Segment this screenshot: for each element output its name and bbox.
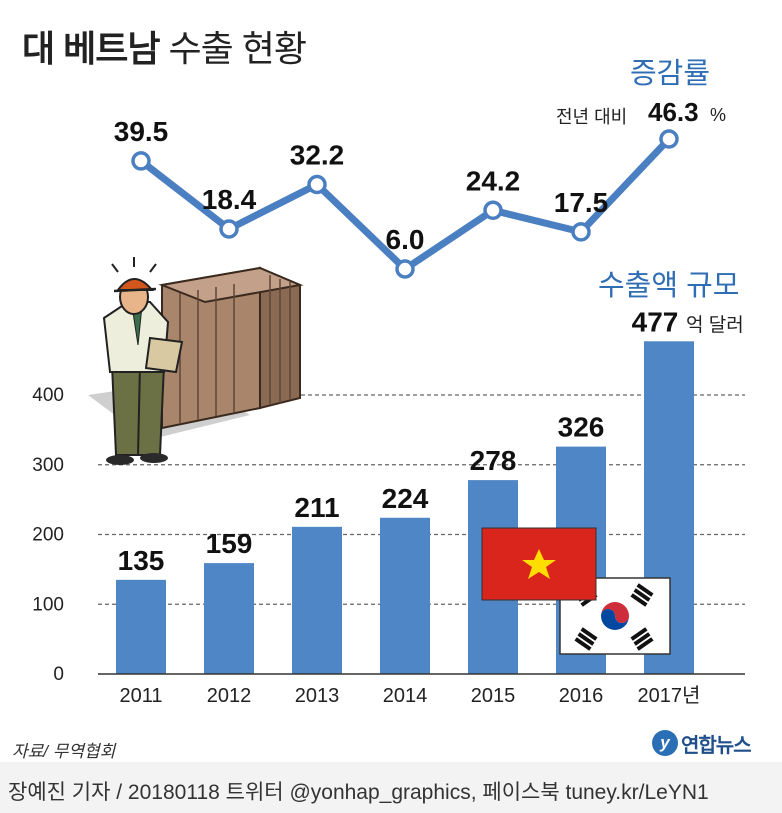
growth-point — [659, 129, 679, 149]
yonhap-logo-icon: y — [652, 730, 678, 756]
vietnam-flag — [481, 527, 597, 601]
x-tick-label: 2011 — [119, 685, 162, 707]
source-note: 자료/ 무역협회 — [12, 742, 116, 761]
y-tick-label: 0 — [53, 664, 64, 685]
growth-note-prefix: 전년 대비 — [556, 107, 628, 127]
grid-lines: 0 100 200 300 400 — [32, 385, 745, 685]
y-tick-label: 200 — [32, 525, 64, 546]
bar-value-label: 278 — [470, 445, 517, 476]
x-tick-label: 2017년 — [638, 684, 701, 707]
bar — [380, 517, 430, 674]
growth-value-label: 39.5 — [114, 116, 169, 147]
y-tick-label: 400 — [32, 385, 64, 406]
bar-value-label: 135 — [118, 545, 165, 576]
export-unit: 억 달러 — [686, 310, 744, 337]
export-header: 수출액 규모 — [598, 262, 739, 304]
x-tick-label: 2015 — [471, 685, 516, 707]
x-tick-label: 2016 — [559, 685, 604, 707]
growth-value-label: 17.5 — [554, 187, 609, 218]
growth-header-label: 증감률 — [630, 58, 711, 90]
growth-point — [395, 259, 415, 279]
title-bold: 대 베트남 — [22, 28, 160, 69]
page-title: 대 베트남 수출 현황 — [22, 20, 307, 72]
growth-point — [131, 151, 151, 171]
growth-value-label: 6.0 — [386, 224, 425, 255]
growth-point — [307, 174, 327, 195]
bar-value-label: 477 — [632, 306, 679, 337]
bar-value-label: 159 — [206, 528, 253, 559]
bar — [204, 563, 254, 674]
growth-value-label: 24.2 — [466, 165, 521, 196]
growth-point — [571, 222, 591, 242]
y-tick-label: 100 — [32, 594, 64, 615]
growth-note-unit: % — [710, 105, 726, 126]
yonhap-logo: y 연합뉴스 — [652, 728, 752, 758]
growth-value-label: 32.2 — [290, 139, 345, 170]
x-tick-label: 2014 — [383, 685, 428, 707]
export-unit-label: 억 달러 — [686, 315, 744, 336]
worker-crate-illustration — [88, 257, 304, 465]
growth-point — [219, 219, 239, 239]
credit-line: 장예진 기자 / 20180118 트위터 @yonhap_graphics, … — [8, 781, 709, 804]
growth-point — [483, 200, 503, 221]
growth-header: 증감률 — [630, 50, 710, 92]
growth-value-label: 46.3 — [648, 97, 699, 127]
title-light: 수출 현황 — [168, 28, 307, 69]
y-tick-label: 300 — [32, 455, 64, 476]
export-header-label: 수출액 규모 — [598, 270, 740, 302]
growth-value-label: 18.4 — [202, 184, 257, 215]
x-tick-label: 2013 — [295, 685, 340, 707]
bar — [116, 579, 166, 674]
bar-value-label: 224 — [382, 483, 429, 514]
x-tick-label: 2012 — [207, 685, 252, 707]
growth-note: 전년 대비 — [556, 103, 627, 129]
growth-line-series: 39.5 18.4 32.2 6.0 24.2 17.5 — [114, 116, 679, 279]
footer — [0, 762, 782, 813]
growth-note-unit-label: % — [710, 105, 727, 125]
bar-value-label: 326 — [558, 412, 605, 443]
bar-value-label: 211 — [294, 492, 339, 523]
bar — [292, 526, 342, 674]
yonhap-logo-text: 연합뉴스 — [681, 734, 752, 757]
